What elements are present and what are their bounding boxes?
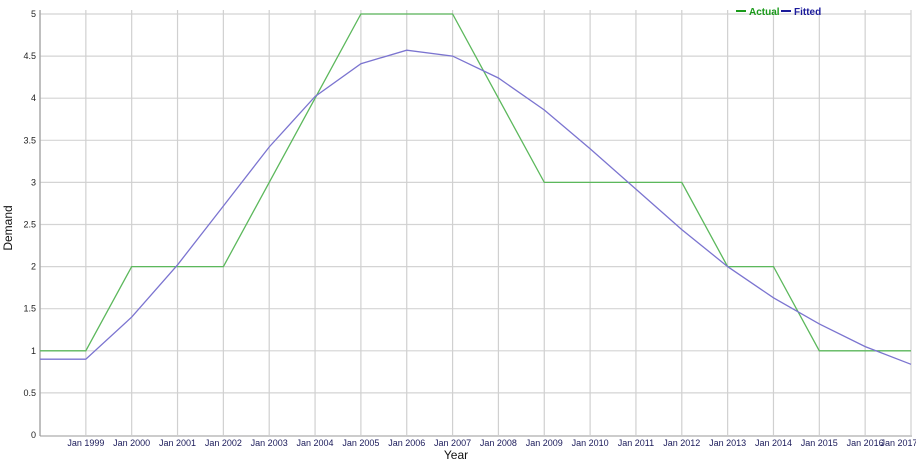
x-tick-label: Jan 2016	[847, 438, 884, 448]
x-tick-label: Jan 2006	[388, 438, 425, 448]
y-tick-label: 3	[31, 177, 36, 187]
x-tick-label: Jan 2002	[205, 438, 242, 448]
grid	[40, 10, 912, 435]
y-tick-label: 5	[31, 9, 36, 19]
y-tick-label: 3.5	[23, 135, 36, 145]
y-tick-label: 1	[31, 346, 36, 356]
x-tick-label: Jan 2014	[755, 438, 792, 448]
x-tick-label: Jan 2001	[159, 438, 196, 448]
y-tick-label: 4	[31, 93, 36, 103]
legend-label-actual: Actual	[749, 7, 780, 18]
x-tick-label: Jan 2000	[113, 438, 150, 448]
x-tick-label: Jan 2010	[572, 438, 609, 448]
y-tick-label: 2	[31, 262, 36, 272]
x-tick-label: Jan 2013	[709, 438, 746, 448]
series-lines	[40, 13, 912, 365]
y-tick-label: 4.5	[23, 51, 36, 61]
x-tick-label: Jan 2007	[434, 438, 471, 448]
y-tick-label: 1.5	[23, 304, 36, 314]
series-line-fitted	[40, 49, 912, 365]
y-axis-label: Demand	[1, 205, 15, 250]
x-tick-label: Jan 2003	[251, 438, 288, 448]
x-tick-label: Jan 2004	[297, 438, 334, 448]
x-axis-label: Year	[444, 448, 468, 462]
x-tick-label: Jan 2012	[663, 438, 700, 448]
x-tick-label: Jan 2015	[801, 438, 838, 448]
x-tick-label: Jan 2005	[342, 438, 379, 448]
y-axis-ticks: 0 0.5 1 1.5 2 2.5 3 3.5 4 4.5 5	[23, 9, 36, 440]
x-tick-label: Jan 1999	[67, 438, 104, 448]
y-tick-label: 2.5	[23, 220, 36, 230]
x-tick-label: Jan 2008	[480, 438, 517, 448]
legend-label-fitted: Fitted	[794, 7, 821, 18]
x-tick-label: Jan 2011	[618, 438, 654, 448]
x-tick-label: Jan 2009	[526, 438, 563, 448]
legend: Actual Fitted	[736, 7, 821, 18]
series-line-actual	[40, 13, 911, 352]
x-axis-ticks: Jan 1999 Jan 2000 Jan 2001 Jan 2002 Jan 2003…	[67, 438, 916, 448]
y-tick-label: 0.5	[23, 388, 36, 398]
y-tick-label: 0	[31, 430, 36, 440]
x-tick-label: Jan 2017	[880, 438, 916, 448]
